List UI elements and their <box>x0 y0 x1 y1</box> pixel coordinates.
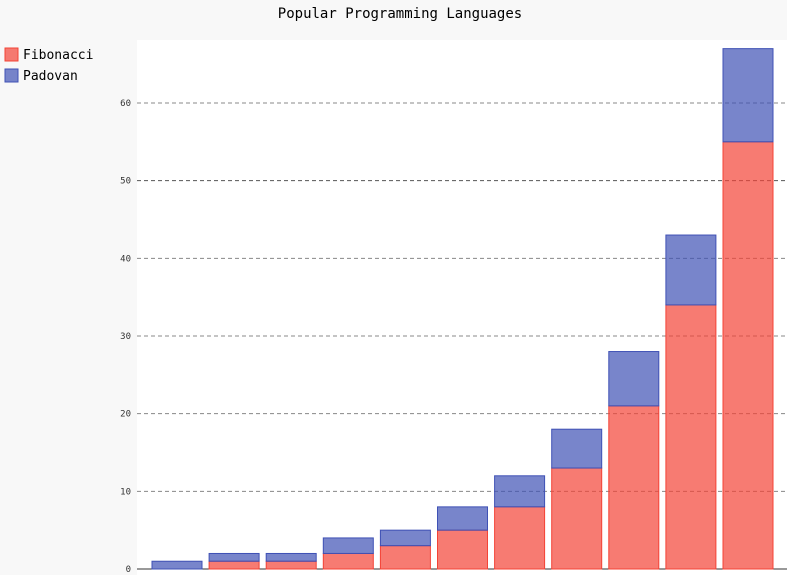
y-tick-label: 50 <box>120 177 131 187</box>
y-tick-label: 0 <box>126 565 131 575</box>
legend-label[interactable]: Fibonacci <box>23 48 93 63</box>
bar-padovan[interactable] <box>437 506 488 531</box>
bar-padovan[interactable] <box>379 529 431 547</box>
bar-padovan[interactable] <box>151 560 203 570</box>
legend-swatch[interactable] <box>4 68 19 83</box>
bar-padovan[interactable] <box>608 351 660 407</box>
bars <box>151 48 774 570</box>
bar-fibonacci[interactable] <box>722 141 774 570</box>
bar-fibonacci[interactable] <box>665 304 717 570</box>
bar-fibonacci[interactable] <box>551 467 603 570</box>
bar-padovan[interactable] <box>665 234 717 306</box>
legend-label[interactable]: Padovan <box>23 69 78 84</box>
y-tick-label: 10 <box>120 487 131 497</box>
bar-padovan[interactable] <box>322 537 374 554</box>
bar-fibonacci[interactable] <box>379 545 431 570</box>
legend-swatch[interactable] <box>4 47 19 62</box>
bar-padovan[interactable] <box>265 552 317 562</box>
bar-padovan[interactable] <box>208 552 260 562</box>
y-tick-label: 40 <box>120 254 131 264</box>
bar-fibonacci[interactable] <box>322 552 374 570</box>
bar-fibonacci[interactable] <box>265 560 317 570</box>
y-tick-label: 60 <box>120 99 131 109</box>
bar-padovan[interactable] <box>551 428 603 469</box>
legend: Fibonacci Padovan <box>4 47 93 84</box>
bar-fibonacci[interactable] <box>208 560 260 570</box>
bar-fibonacci[interactable] <box>494 506 546 570</box>
bar-fibonacci[interactable] <box>608 405 660 570</box>
chart-title: Popular Programming Languages <box>278 6 522 22</box>
bar-padovan[interactable] <box>722 48 774 143</box>
bar-fibonacci[interactable] <box>437 529 488 570</box>
y-tick-label: 20 <box>120 410 131 420</box>
bar-padovan[interactable] <box>494 475 546 508</box>
y-tick-label: 30 <box>120 332 131 342</box>
